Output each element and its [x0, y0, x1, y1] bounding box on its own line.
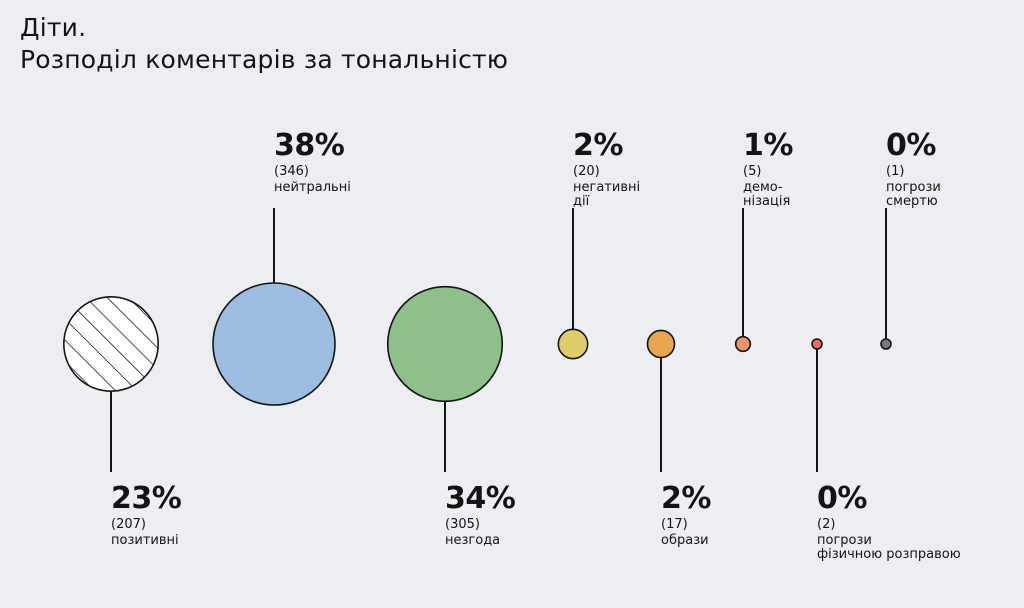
category-label-item-8-line-2: смертю [886, 194, 938, 209]
category-label-item-1-line-1: позитивні [111, 533, 179, 548]
count-label-item-4: (20) [573, 164, 600, 179]
percent-label-item-1: 23% [111, 481, 182, 516]
count-label-item-6: (5) [743, 164, 761, 179]
chart-title: Діти. Розподіл коментарів за тональністю [20, 12, 508, 76]
category-label-item-8-line-1: погрози [886, 180, 941, 195]
category-label-item-5-line-1: образи [661, 533, 709, 548]
percent-label-item-5: 2% [661, 481, 711, 516]
bubble-item-8 [880, 338, 892, 350]
count-label-item-5: (17) [661, 517, 688, 532]
category-label-item-4-line-2: дії [573, 194, 590, 209]
percent-label-item-4: 2% [573, 128, 623, 163]
bubble-item-7 [811, 338, 823, 350]
bubble-item-4 [557, 328, 589, 360]
count-label-item-7: (2) [817, 517, 835, 532]
bubble-item-1 [63, 296, 159, 392]
percent-label-item-7: 0% [817, 481, 867, 516]
chart-title-line-2: Розподіл коментарів за тональністю [20, 45, 509, 74]
chart-title-line-1: Діти. [20, 13, 87, 42]
category-label-item-7-line-2: фізичною розправою [817, 547, 961, 562]
percent-label-item-2: 38% [274, 128, 345, 163]
bubble-item-6 [734, 335, 752, 353]
bubble-item-3 [386, 285, 504, 403]
category-label-item-7-line-1: погрози [817, 533, 872, 548]
count-label-item-8: (1) [886, 164, 904, 179]
count-label-item-3: (305) [445, 517, 480, 532]
bubble-item-2 [212, 282, 336, 406]
category-label-item-6-line-2: нізація [743, 194, 790, 209]
bubble-item-5 [646, 329, 676, 359]
count-label-item-1: (207) [111, 517, 146, 532]
category-label-item-6-line-1: демо- [743, 180, 783, 195]
category-label-item-2-line-1: нейтральні [274, 180, 351, 195]
category-label-item-3-line-1: незгода [445, 533, 500, 548]
percent-label-item-3: 34% [445, 481, 516, 516]
count-label-item-2: (346) [274, 164, 309, 179]
category-label-item-4-line-1: негативні [573, 180, 640, 195]
percent-label-item-6: 1% [743, 128, 793, 163]
percent-label-item-8: 0% [886, 128, 936, 163]
